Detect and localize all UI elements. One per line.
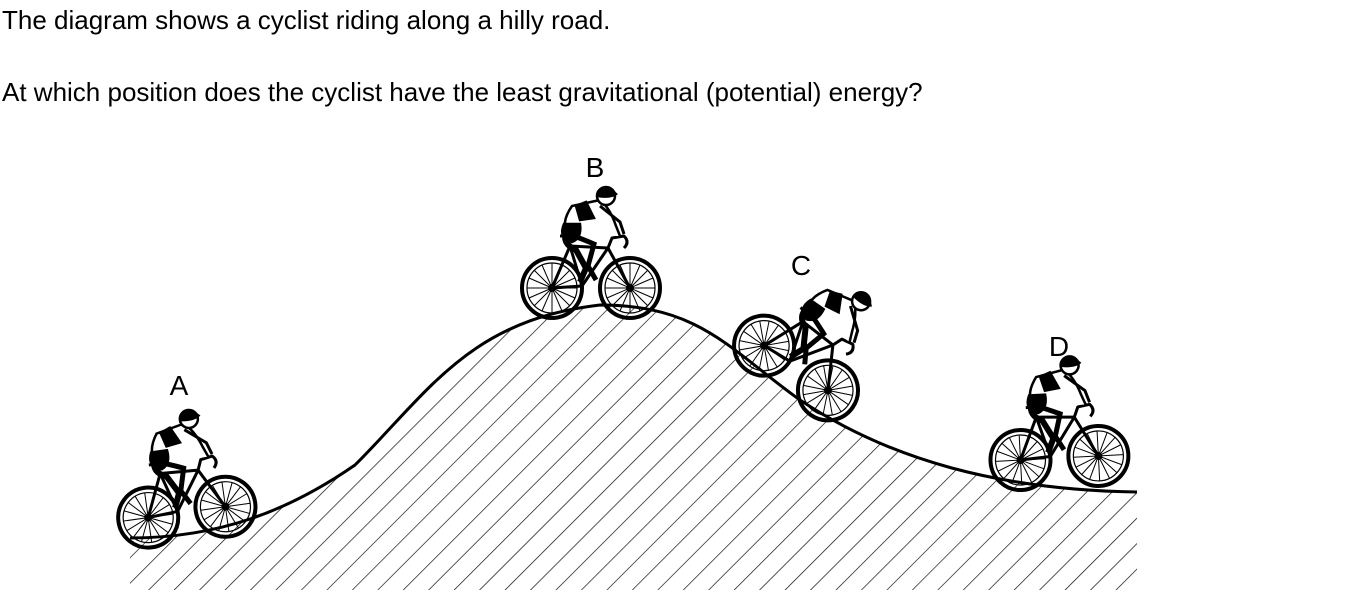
position-label-d: D xyxy=(1049,331,1069,362)
intro-text: The diagram shows a cyclist riding along… xyxy=(2,5,611,35)
question-text: At which position does the cyclist have … xyxy=(2,77,923,107)
position-label-c: C xyxy=(791,250,811,281)
cyclist-a xyxy=(104,403,259,552)
position-label-a: A xyxy=(170,370,189,401)
cyclist-d xyxy=(985,354,1130,492)
hill-road-line xyxy=(129,303,1138,540)
cyclist-b xyxy=(522,187,660,318)
position-label-b: B xyxy=(586,152,605,183)
